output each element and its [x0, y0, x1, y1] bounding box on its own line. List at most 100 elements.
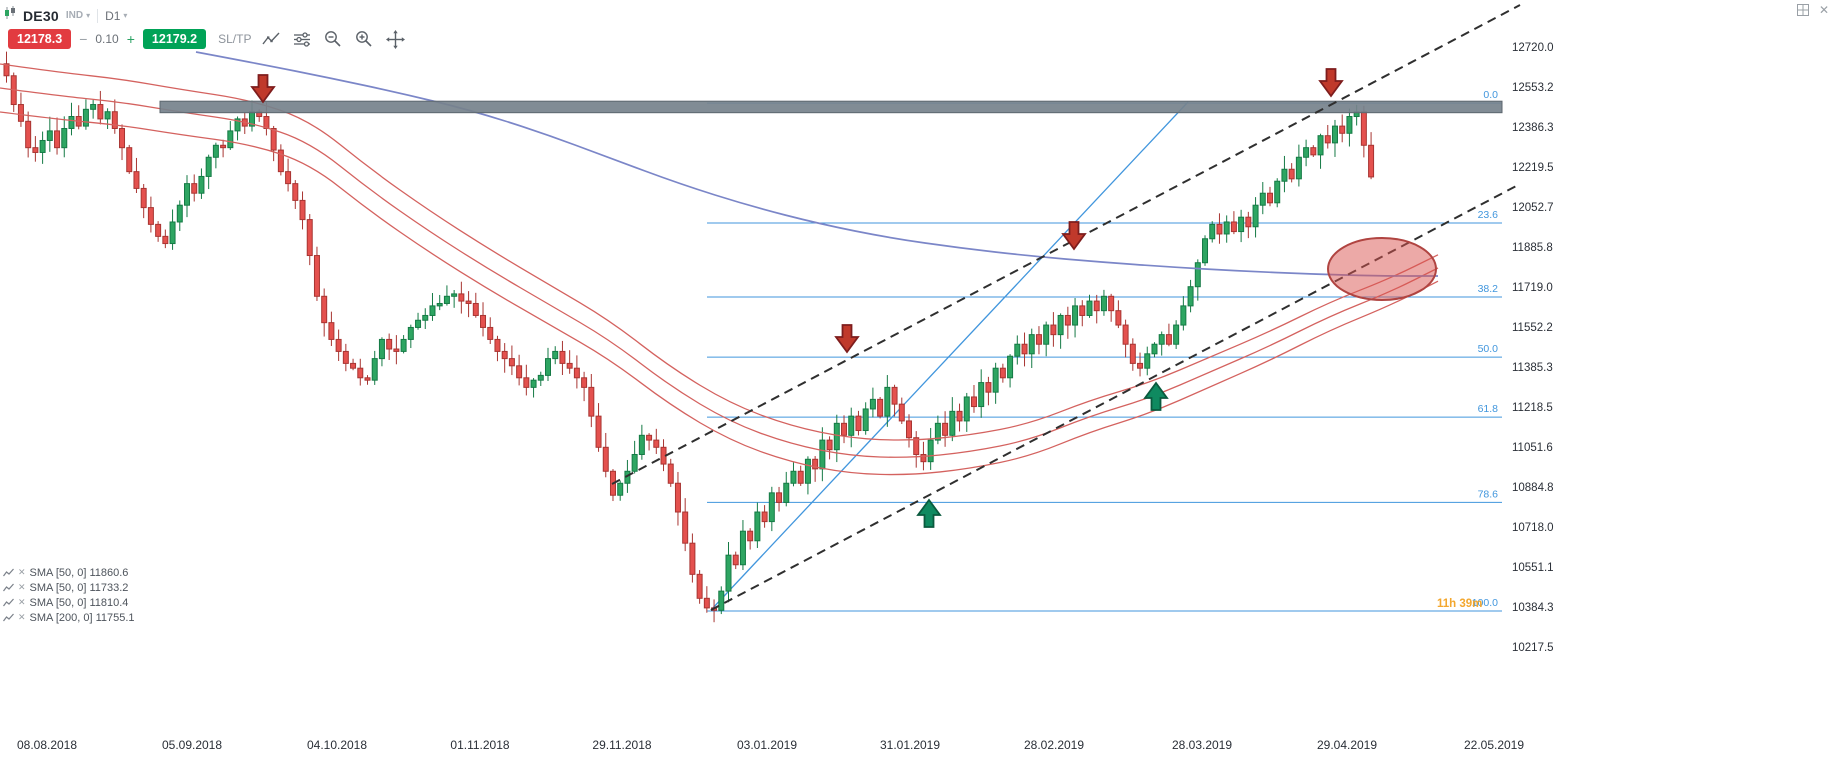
- rising-trendline[interactable]: [710, 101, 1189, 611]
- instrument-type-label: IND: [65, 10, 84, 21]
- timeframe-label: D1: [105, 8, 121, 23]
- remove-indicator-icon[interactable]: ✕: [18, 567, 26, 577]
- time-axis-label: 01.11.2018: [450, 738, 509, 752]
- candlestick-series[interactable]: [3, 51, 1375, 623]
- fibonacci-retracement[interactable]: [707, 101, 1502, 612]
- time-axis-label: 31.01.2019: [880, 738, 940, 752]
- indicator-curve-icon: [3, 583, 14, 591]
- indicator-legend-text: SMA [50, 0] 11733.2: [29, 581, 129, 594]
- time-axis-label: 03.01.2019: [737, 738, 797, 752]
- zoom-out-icon: [325, 31, 342, 47]
- sltp-label: SL/TP: [218, 32, 252, 46]
- layout-grid-icon: [1796, 4, 1809, 16]
- candle-countdown: 11h 39m: [1437, 598, 1483, 610]
- chevron-down-icon: ▾: [86, 10, 91, 20]
- symbol-label: DE30: [23, 7, 59, 24]
- spread-increase-button[interactable]: +: [126, 31, 135, 47]
- buy-button[interactable]: 12179.2: [142, 29, 207, 49]
- price-axis-label: 11385.3: [1512, 362, 1553, 374]
- indicator-legend-text: SMA [50, 0] 11860.6: [29, 566, 129, 579]
- down-arrow-annotation[interactable]: [250, 74, 276, 104]
- time-axis-label: 29.11.2018: [592, 738, 651, 752]
- trendline-icon: [262, 32, 280, 44]
- resistance-zone[interactable]: [159, 100, 1503, 114]
- remove-indicator-icon[interactable]: ✕: [18, 597, 26, 607]
- timeframe-dropdown[interactable]: D1 ▾: [105, 9, 127, 23]
- price-axis-label: 11218.5: [1512, 402, 1553, 414]
- indicator-curve-icon: [3, 568, 14, 576]
- chevron-down-icon: ▾: [123, 10, 128, 20]
- sma-200-line: [195, 51, 1438, 277]
- window-controls: ✕: [1796, 3, 1829, 17]
- time-axis-label: 28.02.2019: [1024, 738, 1084, 752]
- time-axis-label: 22.05.2019: [1464, 738, 1524, 752]
- time-axis-label: 05.09.2018: [162, 738, 222, 752]
- indicator-legend-item: ✕ SMA [50, 0] 11733.2: [3, 581, 135, 594]
- indicators-legend: ✕ SMA [50, 0] 11860.6 ✕ SMA [50, 0] 11733.2…: [3, 566, 135, 624]
- close-chart-button[interactable]: ✕: [1818, 3, 1829, 17]
- price-axis-label: 11719.0: [1512, 282, 1553, 294]
- down-arrow-annotation[interactable]: [1318, 68, 1344, 98]
- price-axis-label: 10884.8: [1512, 482, 1554, 494]
- price-axis-label: 10718.0: [1512, 522, 1554, 534]
- price-axis-label: 11885.8: [1512, 242, 1553, 254]
- time-axis-label: 29.04.2019: [1317, 738, 1377, 752]
- move-icon: [385, 29, 405, 49]
- indicator-curve-icon: [3, 613, 14, 621]
- price-axis-label: 11552.2: [1512, 322, 1553, 334]
- time-axis: 08.08.2018 05.09.2018 04.10.2018 01.11.2018…: [17, 738, 1524, 752]
- fib-level-label: 61.8: [1478, 403, 1499, 415]
- fib-level-label: 23.6: [1478, 209, 1499, 221]
- zoom-in-icon: [356, 31, 373, 47]
- price-axis: 12720.0 12553.2 12386.3 12219.5 12052.7 11885…: [1512, 42, 1554, 654]
- price-axis-label: 10551.1: [1512, 562, 1554, 574]
- remove-indicator-icon[interactable]: ✕: [18, 612, 26, 622]
- zoom-in-button[interactable]: [353, 29, 375, 49]
- fib-level-labels: 0.0 23.6 38.2 50.0 61.8 78.6 100.0: [1472, 89, 1498, 609]
- trend-channel[interactable]: [611, 4, 1521, 611]
- price-axis-label: 11051.6: [1512, 442, 1553, 454]
- spread-decrease-button[interactable]: −: [79, 31, 88, 47]
- price-axis-label: 12219.5: [1512, 162, 1554, 174]
- panels-button[interactable]: [1796, 4, 1809, 16]
- indicator-legend-text: SMA [50, 0] 11810.4: [29, 596, 129, 609]
- price-axis-label: 12553.2: [1512, 82, 1554, 94]
- down-arrow-annotation[interactable]: [834, 324, 860, 354]
- spread-value: 0.10: [95, 32, 119, 46]
- indicator-legend-text: SMA [200, 0] 11755.1: [29, 611, 135, 624]
- price-axis-label: 10384.3: [1512, 602, 1554, 614]
- zoom-out-button[interactable]: [322, 29, 344, 49]
- ellipse-annotation[interactable]: [1327, 237, 1437, 301]
- indicator-curve-icon: [3, 598, 14, 606]
- indicators-tool-button[interactable]: [291, 29, 313, 49]
- fib-level-label: 38.2: [1478, 283, 1499, 295]
- indicator-legend-item: ✕ SMA [50, 0] 11810.4: [3, 596, 135, 609]
- indicator-legend-item: ✕ SMA [200, 0] 11755.1: [3, 611, 135, 624]
- instrument-type-dropdown[interactable]: IND ▾: [66, 10, 90, 21]
- instrument-header: DE30 IND ▾ D1 ▾: [4, 6, 127, 25]
- remove-indicator-icon[interactable]: ✕: [18, 582, 26, 592]
- fib-level-label: 78.6: [1478, 488, 1499, 500]
- fib-level-label: 50.0: [1478, 343, 1499, 355]
- price-axis-label: 10217.5: [1512, 642, 1554, 654]
- time-axis-label: 28.03.2019: [1172, 738, 1232, 752]
- indicator-legend-item: ✕ SMA [50, 0] 11860.6: [3, 566, 135, 579]
- up-arrow-annotation[interactable]: [916, 498, 942, 528]
- order-toolbar: 12178.3 − 0.10 + 12179.2 SL/TP: [8, 29, 406, 49]
- time-axis-label: 04.10.2018: [307, 738, 367, 752]
- time-axis-label: 08.08.2018: [17, 738, 77, 752]
- price-axis-label: 12386.3: [1512, 122, 1554, 134]
- instrument-icon: [4, 6, 16, 25]
- price-axis-label: 12720.0: [1512, 42, 1554, 54]
- sell-button[interactable]: 12178.3: [8, 29, 72, 49]
- up-arrow-annotation[interactable]: [1143, 381, 1169, 411]
- sliders-icon: [293, 31, 310, 47]
- move-tool-button[interactable]: [384, 29, 406, 49]
- price-axis-label: 12052.7: [1512, 202, 1554, 214]
- trendline-tool-button[interactable]: [260, 29, 282, 49]
- fib-level-label: 0.0: [1483, 89, 1498, 101]
- down-arrow-annotation[interactable]: [1061, 221, 1087, 251]
- fib-level-label: 100.0: [1472, 597, 1498, 609]
